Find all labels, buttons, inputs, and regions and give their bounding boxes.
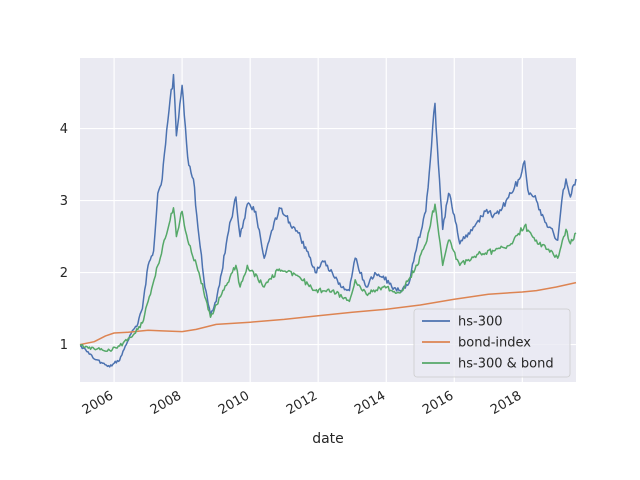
- legend: hs-300 bond-index hs-300 & bond: [413, 308, 571, 378]
- y-tick-label: 2: [60, 266, 68, 281]
- x-tick-label: 2016: [420, 388, 456, 418]
- legend-label: hs-300 & bond: [458, 357, 554, 372]
- x-tick-label: 2010: [216, 388, 252, 418]
- y-tick-label: 4: [60, 122, 68, 137]
- x-tick-label: 2012: [284, 388, 320, 418]
- x-tick-label: 2008: [148, 388, 184, 418]
- legend-label: bond-index: [458, 336, 531, 351]
- legend-label: hs-300: [458, 315, 503, 330]
- x-axis-label: date: [312, 431, 344, 447]
- series-line-hs-300: [79, 73, 577, 368]
- y-tick-label: 3: [60, 194, 68, 209]
- x-tick-labels: 2006 2008 2010 2012 2014 2016 2018: [80, 388, 524, 418]
- x-tick-label: 2018: [488, 388, 524, 418]
- series-group: [79, 73, 577, 368]
- x-tick-label: 2014: [352, 388, 388, 418]
- grid: [80, 58, 576, 382]
- y-tick-label: 1: [60, 338, 68, 353]
- series-line-bond-index: [79, 281, 577, 346]
- series-line-hs-300-bond: [79, 203, 577, 352]
- legend-box: [413, 308, 571, 378]
- x-tick-label: 2006: [80, 388, 116, 418]
- y-tick-labels: 1 2 3 4: [60, 122, 68, 353]
